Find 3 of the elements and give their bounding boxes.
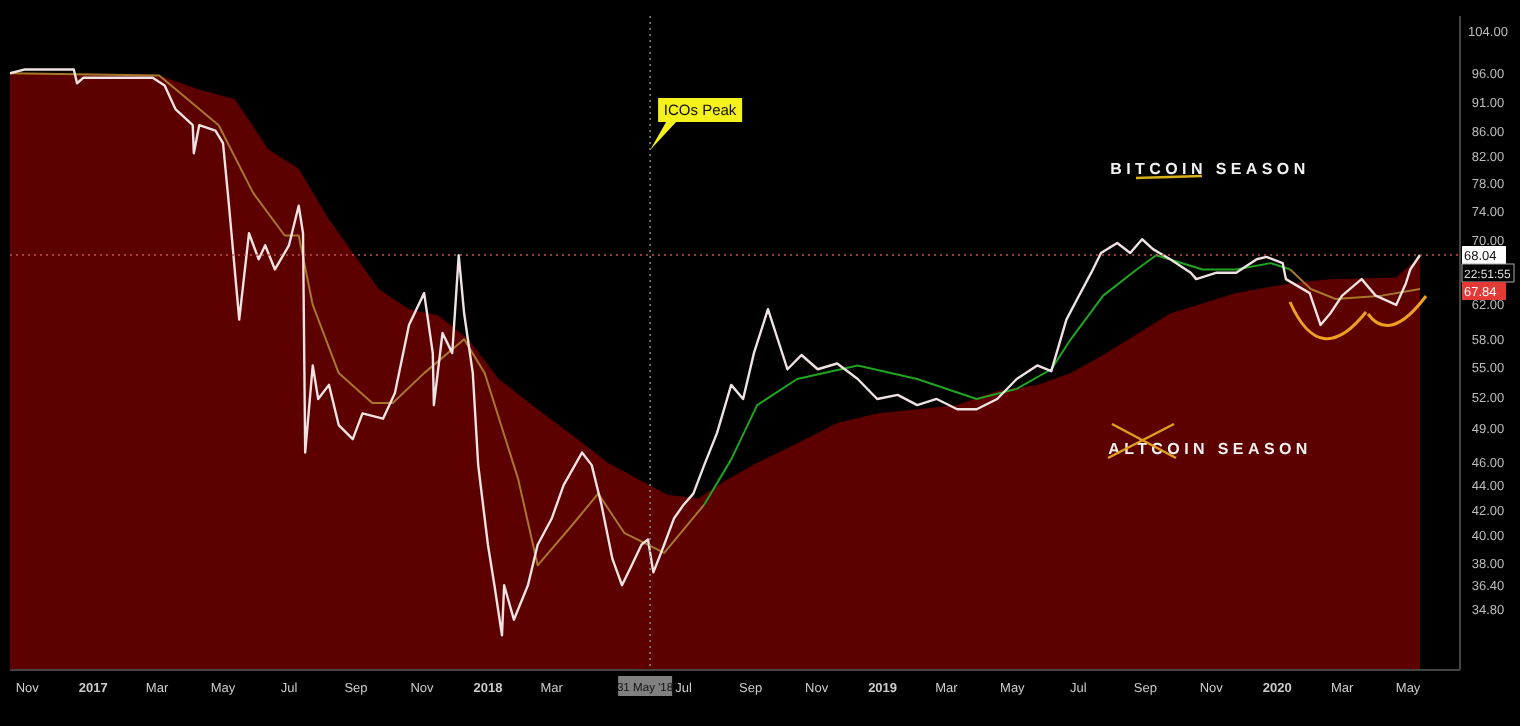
annotation: BITCOIN SEASON — [1110, 160, 1310, 178]
line-series — [1289, 268, 1421, 300]
line-series — [9, 72, 706, 567]
